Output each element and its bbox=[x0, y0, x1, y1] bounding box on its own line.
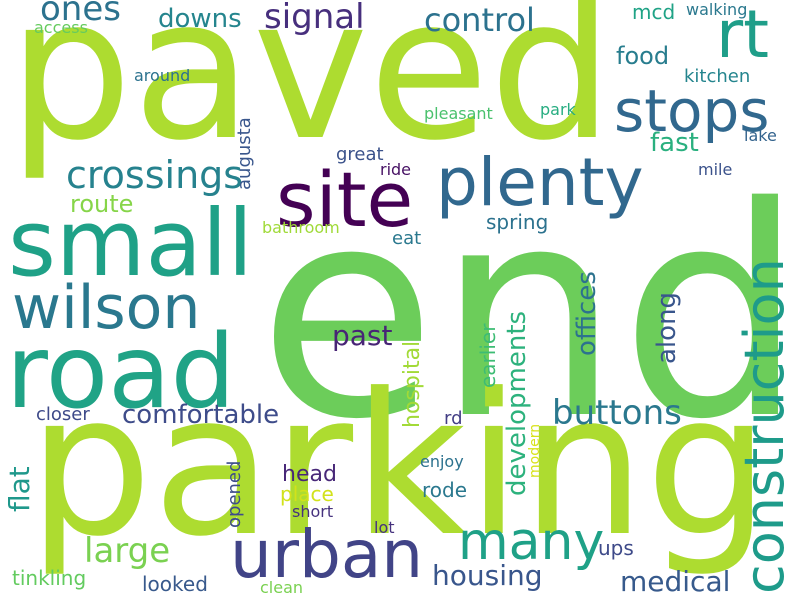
word-large: large bbox=[84, 531, 171, 571]
word-along: along bbox=[652, 291, 682, 364]
word-housing: housing bbox=[432, 559, 543, 592]
word-rt: rt bbox=[716, 0, 770, 73]
word-past: past bbox=[332, 319, 393, 352]
word-end: end bbox=[258, 146, 800, 483]
word-spring: spring bbox=[486, 210, 549, 234]
word-road: road bbox=[6, 313, 236, 432]
word-route: route bbox=[70, 190, 134, 218]
word-crossings: crossings bbox=[66, 153, 244, 197]
word-augusta: augusta bbox=[234, 117, 255, 190]
word-great: great bbox=[336, 144, 384, 165]
word-modern: modern bbox=[527, 423, 543, 478]
word-eat: eat bbox=[392, 228, 422, 249]
word-park: park bbox=[540, 100, 576, 119]
word-comfortable: comfortable bbox=[122, 400, 280, 430]
word-many: many bbox=[458, 512, 605, 572]
word-control: control bbox=[424, 1, 535, 39]
word-walking: walking bbox=[686, 0, 748, 19]
word-opened: opened bbox=[224, 460, 245, 528]
word-signal: signal bbox=[264, 0, 365, 37]
word-tinkling: tinkling bbox=[12, 566, 87, 590]
word-lot: lot bbox=[374, 518, 395, 537]
word-site: site bbox=[276, 155, 414, 244]
word-plenty: plenty bbox=[436, 144, 644, 221]
word-flat: flat bbox=[3, 466, 36, 512]
word-pleasant: pleasant bbox=[424, 104, 493, 123]
word-enjoy: enjoy bbox=[420, 452, 464, 471]
word-parking: parking bbox=[28, 352, 770, 580]
word-small: small bbox=[8, 190, 254, 297]
word-wilson: wilson bbox=[12, 273, 201, 343]
word-mcd: mcd bbox=[632, 0, 676, 24]
word-lake: lake bbox=[744, 126, 777, 145]
word-bathroom: bathroom bbox=[262, 218, 340, 237]
word-mile: mile bbox=[698, 160, 733, 179]
word-stops: stops bbox=[614, 77, 770, 145]
word-ride: ride bbox=[380, 160, 412, 179]
word-buttons: buttons bbox=[552, 393, 682, 433]
word-downs: downs bbox=[158, 4, 242, 34]
word-urban: urban bbox=[230, 516, 424, 593]
word-around: around bbox=[134, 66, 191, 85]
word-offices: offices bbox=[572, 271, 602, 356]
word-paved: paved bbox=[8, 0, 614, 184]
word-clean: clean bbox=[260, 578, 304, 597]
word-construction: construction bbox=[733, 258, 796, 594]
word-short: short bbox=[292, 502, 334, 521]
word-rode: rode bbox=[422, 478, 468, 502]
word-earlier: earlier bbox=[476, 323, 500, 388]
word-closer: closer bbox=[36, 404, 90, 425]
word-ups: ups bbox=[598, 536, 634, 560]
word-looked: looked bbox=[142, 572, 208, 596]
word-kitchen: kitchen bbox=[684, 66, 751, 87]
word-hospital: hospital bbox=[400, 340, 425, 428]
word-place: place bbox=[280, 482, 334, 506]
word-medical: medical bbox=[620, 565, 731, 598]
word-rd: rd bbox=[444, 408, 463, 429]
word-ones: ones bbox=[40, 0, 121, 29]
word-head: head bbox=[282, 462, 337, 487]
word-fast: fast bbox=[650, 128, 699, 158]
word-access: access bbox=[34, 18, 88, 37]
word-food: food bbox=[616, 42, 670, 70]
